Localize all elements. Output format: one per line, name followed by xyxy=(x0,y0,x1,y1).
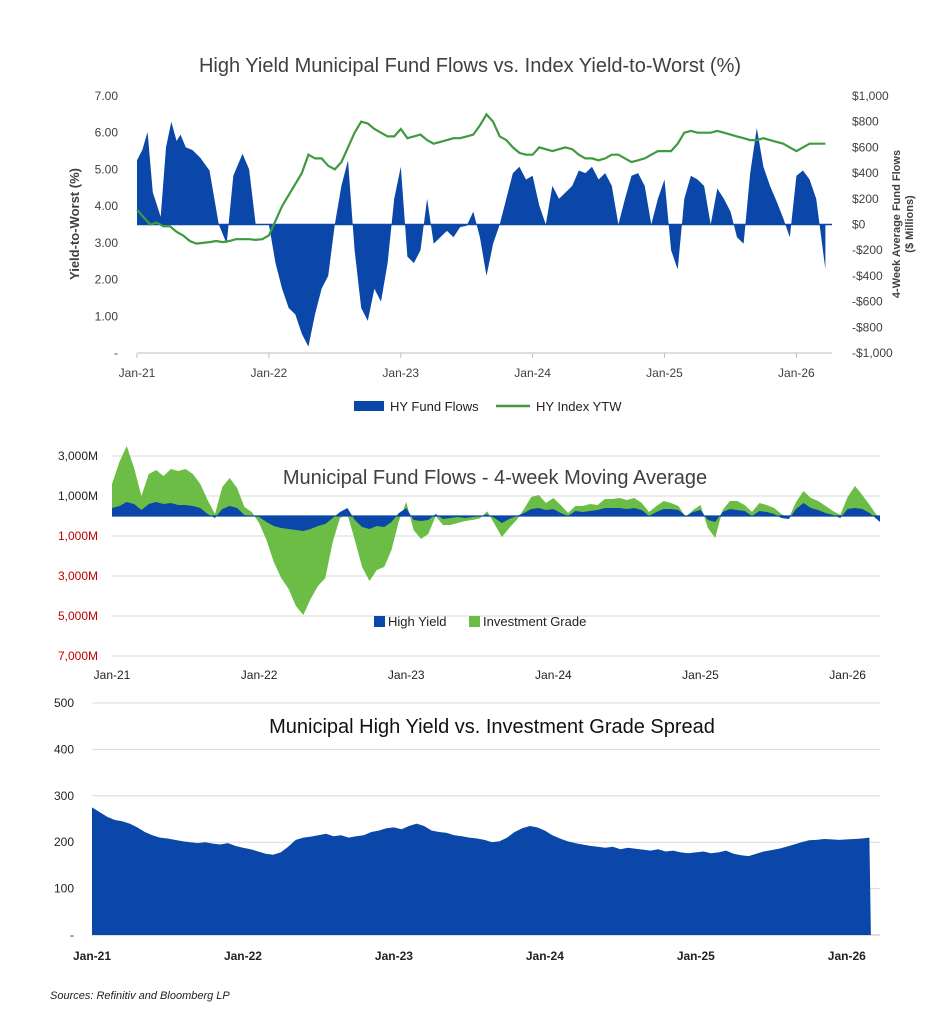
series-investment-grade xyxy=(112,446,880,615)
series-hy-fund-flows xyxy=(137,121,826,347)
legend-label-hy-fund-flows: HY Fund Flows xyxy=(390,399,479,414)
chart1-ytick-label: 7.00 xyxy=(95,89,119,103)
sources-note: Sources: Refinitiv and Bloomberg LP xyxy=(50,990,230,1002)
chart2-ytick-label-negative: 1,000M xyxy=(58,529,98,543)
chart2-xtick-label: Jan-25 xyxy=(682,668,719,682)
chart1-xtick-label: Jan-23 xyxy=(382,366,419,380)
chart1-ytick-label: - xyxy=(114,346,118,360)
chart2-ytick-label-negative: 5,000M xyxy=(58,609,98,623)
chart1-ytick-label: 4.00 xyxy=(95,199,119,213)
chart2-xtick-label: Jan-24 xyxy=(535,668,572,682)
chart1-xtick-label: Jan-22 xyxy=(251,366,288,380)
legend-label-high-yield: High Yield xyxy=(388,614,447,629)
chart2-xtick-label: Jan-22 xyxy=(241,668,278,682)
legend-swatch-high-yield xyxy=(374,616,385,627)
chart1-legend: HY Fund Flows HY Index YTW xyxy=(354,399,622,414)
chart2-title: Municipal Fund Flows - 4-week Moving Ave… xyxy=(283,467,707,489)
series-hy-index-ytw xyxy=(136,112,826,245)
chart2-ytick-label: 1,000M xyxy=(58,489,98,503)
chart1-y2tick-label: $1,000 xyxy=(852,89,889,103)
chart1-y2tick-label: -$600 xyxy=(852,295,883,309)
chart1-title: High Yield Municipal Fund Flows vs. Inde… xyxy=(199,55,741,77)
chart1-xtick-label: Jan-26 xyxy=(778,366,815,380)
chart3-title: Municipal High Yield vs. Investment Grad… xyxy=(269,716,715,738)
chart1-y2tick-label: $800 xyxy=(852,115,879,129)
chart1-ylabel: Yield-to-Worst (%) xyxy=(67,168,82,280)
chart3-ytick-label: 200 xyxy=(54,835,74,849)
chart1-xtick-label: Jan-24 xyxy=(514,366,551,380)
chart3-ytick-label: 400 xyxy=(54,742,74,756)
chart3-xtick-label: Jan-25 xyxy=(677,949,715,963)
chart2-ytick-label-negative: 3,000M xyxy=(58,569,98,583)
chart1-y2tick-label: -$1,000 xyxy=(852,346,893,360)
chart3-xtick-label: Jan-24 xyxy=(526,949,564,963)
chart1-y2tick-label: -$400 xyxy=(852,269,883,283)
chart3-ytick-label: - xyxy=(70,928,74,942)
chart1-y2tick-label: $200 xyxy=(852,192,879,206)
chart2-ytick-label-negative: 7,000M xyxy=(58,649,98,663)
chart3-xtick-label: Jan-23 xyxy=(375,949,413,963)
hy-flows-vs-ytw-chart: High Yield Municipal Fund Flows vs. Inde… xyxy=(67,55,916,414)
chart1-ytick-label: 2.00 xyxy=(95,273,119,287)
legend-swatch-hy-fund-flows xyxy=(354,401,384,411)
chart3-ytick-label: 100 xyxy=(54,882,74,896)
chart1-y2tick-label: $600 xyxy=(852,140,879,154)
chart3-ytick-label: 500 xyxy=(54,696,74,710)
chart3-xtick-label: Jan-26 xyxy=(828,949,866,963)
chart1-y2label-line1: 4-Week Average Fund Flows xyxy=(891,150,903,298)
chart1-xtick-label: Jan-25 xyxy=(646,366,683,380)
chart2-xtick-label: Jan-23 xyxy=(388,668,425,682)
chart2-legend: High Yield Investment Grade xyxy=(374,614,586,629)
chart1-ytick-label: 3.00 xyxy=(95,236,119,250)
chart1-y2tick-label: $0 xyxy=(852,218,866,232)
chart2-xtick-label: Jan-21 xyxy=(94,668,131,682)
hy-vs-ig-spread-chart: Municipal High Yield vs. Investment Grad… xyxy=(54,696,880,963)
chart1-y2label-line2: ($ Millions) xyxy=(904,195,916,253)
muni-fund-flows-chart: Municipal Fund Flows - 4-week Moving Ave… xyxy=(58,446,880,682)
chart3-ytick-label: 300 xyxy=(54,789,74,803)
chart1-y2tick-label: $400 xyxy=(852,166,879,180)
chart2-xtick-label: Jan-26 xyxy=(829,668,866,682)
chart2-ytick-label: 3,000M xyxy=(58,449,98,463)
chart1-ytick-label: 1.00 xyxy=(95,309,119,323)
legend-label-hy-index-ytw: HY Index YTW xyxy=(536,399,622,414)
chart1-ytick-label: 5.00 xyxy=(95,162,119,176)
chart1-xtick-label: Jan-21 xyxy=(119,366,156,380)
chart1-y2tick-label: -$200 xyxy=(852,243,883,257)
chart1-ytick-label: 6.00 xyxy=(95,126,119,140)
chart3-xtick-label: Jan-22 xyxy=(224,949,262,963)
series-hy-ig-spread xyxy=(92,807,871,935)
chart3-xtick-label: Jan-21 xyxy=(73,949,111,963)
chart1-y2tick-label: -$800 xyxy=(852,320,883,334)
legend-swatch-investment-grade xyxy=(469,616,480,627)
legend-label-investment-grade: Investment Grade xyxy=(483,614,586,629)
